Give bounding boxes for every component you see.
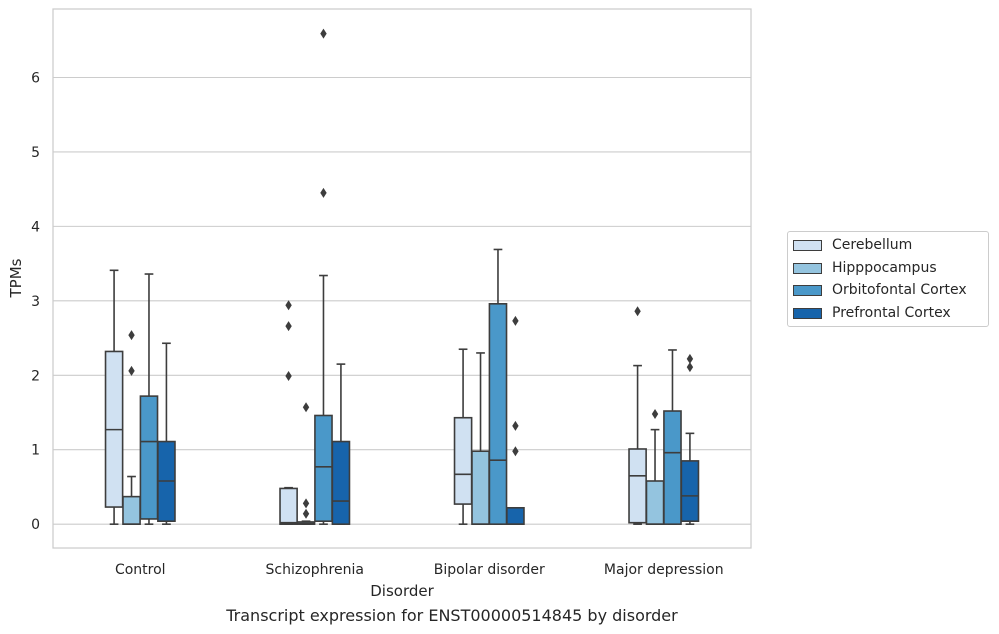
x-tick-label-major-depression: Major depression	[604, 562, 724, 578]
plot-frame	[52, 8, 752, 549]
box-schizophrenia-hipppocampus-outlier-0	[302, 508, 310, 519]
box-bipolar-disorder-cerebellum	[453, 348, 473, 525]
box-bipolar-disorder-prefrontal-cortex	[506, 315, 525, 525]
box-bipolar-disorder-prefrontal-cortex-iqr	[506, 506, 525, 525]
legend-swatch-prefrontal	[793, 307, 822, 319]
box-major-depression-orbitofontal-cortex	[663, 349, 682, 525]
box-bipolar-disorder-prefrontal-cortex-outlier-0	[512, 446, 519, 457]
box-schizophrenia-cerebellum-outlier-1	[285, 321, 292, 332]
box-bipolar-disorder-orbitofontal-cortex	[488, 248, 508, 525]
box-control-orbitofontal-cortex-iqr	[139, 395, 159, 520]
box-bipolar-disorder-hipppocampus-iqr	[471, 450, 490, 525]
y-tick-label-1: 1	[31, 443, 40, 459]
y-tick-label-3: 3	[31, 294, 40, 310]
box-major-depression-prefrontal-cortex-iqr	[680, 460, 700, 522]
box-control-prefrontal-cortex	[157, 342, 176, 525]
x-axis-label: Disorder	[370, 582, 434, 600]
box-bipolar-disorder-hipppocampus	[471, 352, 490, 525]
legend-item-hippocampus: Hipppocampus	[793, 258, 937, 278]
box-schizophrenia-cerebellum	[279, 300, 298, 525]
legend-item-orbitofrontal: Orbitofontal Cortex	[793, 280, 967, 300]
legend-label-orbitofrontal: Orbitofontal Cortex	[832, 282, 967, 298]
box-schizophrenia-prefrontal-cortex	[331, 363, 351, 525]
box-schizophrenia-orbitofontal-cortex-outlier-1	[320, 28, 327, 39]
y-tick-label-5: 5	[31, 145, 40, 161]
box-control-hipppocampus-outlier-1	[128, 330, 135, 341]
tick-labels: 0 1 2 3 4 5 6 Control Schizophrenia Bipolar disor…	[31, 70, 724, 578]
box-major-depression-cerebellum-iqr	[628, 448, 647, 524]
y-tick-label-2: 2	[31, 368, 40, 384]
y-tick-label-4: 4	[31, 219, 40, 235]
box-bipolar-disorder-orbitofontal-cortex-iqr	[488, 303, 508, 525]
box-bipolar-disorder-prefrontal-cortex-outlier-2	[512, 315, 519, 326]
x-tick-label-control: Control	[115, 562, 166, 578]
box-control-cerebellum	[104, 269, 124, 525]
box-bipolar-disorder-prefrontal-cortex-outlier-1	[512, 420, 519, 431]
box-major-depression-orbitofontal-cortex-iqr	[663, 410, 682, 525]
box-schizophrenia-hipppocampus	[296, 402, 316, 525]
legend: Cerebellum Hipppocampus Orbitofontal Cor…	[787, 231, 989, 327]
box-control-hipppocampus	[122, 330, 141, 525]
box-major-depression-prefrontal-cortex	[680, 353, 700, 525]
x-tick-label-schizophrenia: Schizophrenia	[266, 562, 364, 578]
box-schizophrenia-orbitofontal-cortex	[314, 28, 333, 525]
box-major-depression-hipppocampus-outlier-0	[651, 408, 659, 419]
box-control-hipppocampus-iqr	[122, 495, 141, 525]
boxes	[104, 28, 700, 525]
box-schizophrenia-prefrontal-cortex-iqr	[331, 440, 351, 525]
box-major-depression-cerebellum	[628, 306, 647, 525]
legend-swatch-orbitofrontal	[793, 284, 822, 296]
legend-label-hippocampus: Hipppocampus	[832, 260, 937, 276]
y-tick-label-6: 6	[31, 70, 40, 86]
legend-item-cerebellum: Cerebellum	[793, 235, 912, 255]
box-schizophrenia-cerebellum-outlier-2	[285, 300, 292, 311]
box-schizophrenia-cerebellum-outlier-0	[285, 371, 292, 382]
legend-label-cerebellum: Cerebellum	[832, 237, 913, 253]
legend-label-prefrontal: Prefrontal Cortex	[832, 305, 951, 321]
box-schizophrenia-hipppocampus-outlier-2	[302, 402, 310, 413]
box-schizophrenia-cerebellum-iqr	[279, 487, 298, 525]
y-axis-label: TPMs	[7, 258, 25, 298]
box-schizophrenia-orbitofontal-cortex-iqr	[314, 414, 333, 522]
box-major-depression-cerebellum-outlier-0	[634, 306, 641, 317]
box-control-hipppocampus-outlier-0	[128, 365, 135, 376]
box-major-depression-prefrontal-cortex-outlier-0	[686, 362, 694, 373]
box-schizophrenia-hipppocampus-outlier-1	[302, 498, 310, 509]
chart-caption: Transcript expression for ENST0000051484…	[226, 606, 678, 625]
y-tick-label-0: 0	[31, 517, 40, 533]
box-schizophrenia-orbitofontal-cortex-outlier-0	[320, 187, 327, 198]
x-tick-label-bipolar-disorder: Bipolar disorder	[434, 562, 545, 578]
box-major-depression-hipppocampus-iqr	[645, 480, 665, 525]
box-major-depression-prefrontal-cortex-outlier-1	[686, 353, 694, 364]
box-bipolar-disorder-cerebellum-iqr	[453, 416, 473, 505]
legend-swatch-hippocampus	[793, 262, 822, 274]
legend-swatch-cerebellum	[793, 239, 822, 251]
legend-item-prefrontal: Prefrontal Cortex	[793, 303, 951, 323]
box-major-depression-hipppocampus	[645, 408, 665, 525]
box-control-orbitofontal-cortex	[139, 273, 159, 525]
